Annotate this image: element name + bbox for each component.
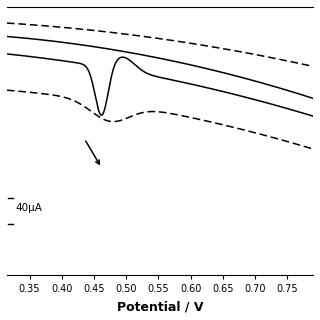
Text: 40μA: 40μA [15,203,42,213]
X-axis label: Potential / V: Potential / V [117,300,203,313]
